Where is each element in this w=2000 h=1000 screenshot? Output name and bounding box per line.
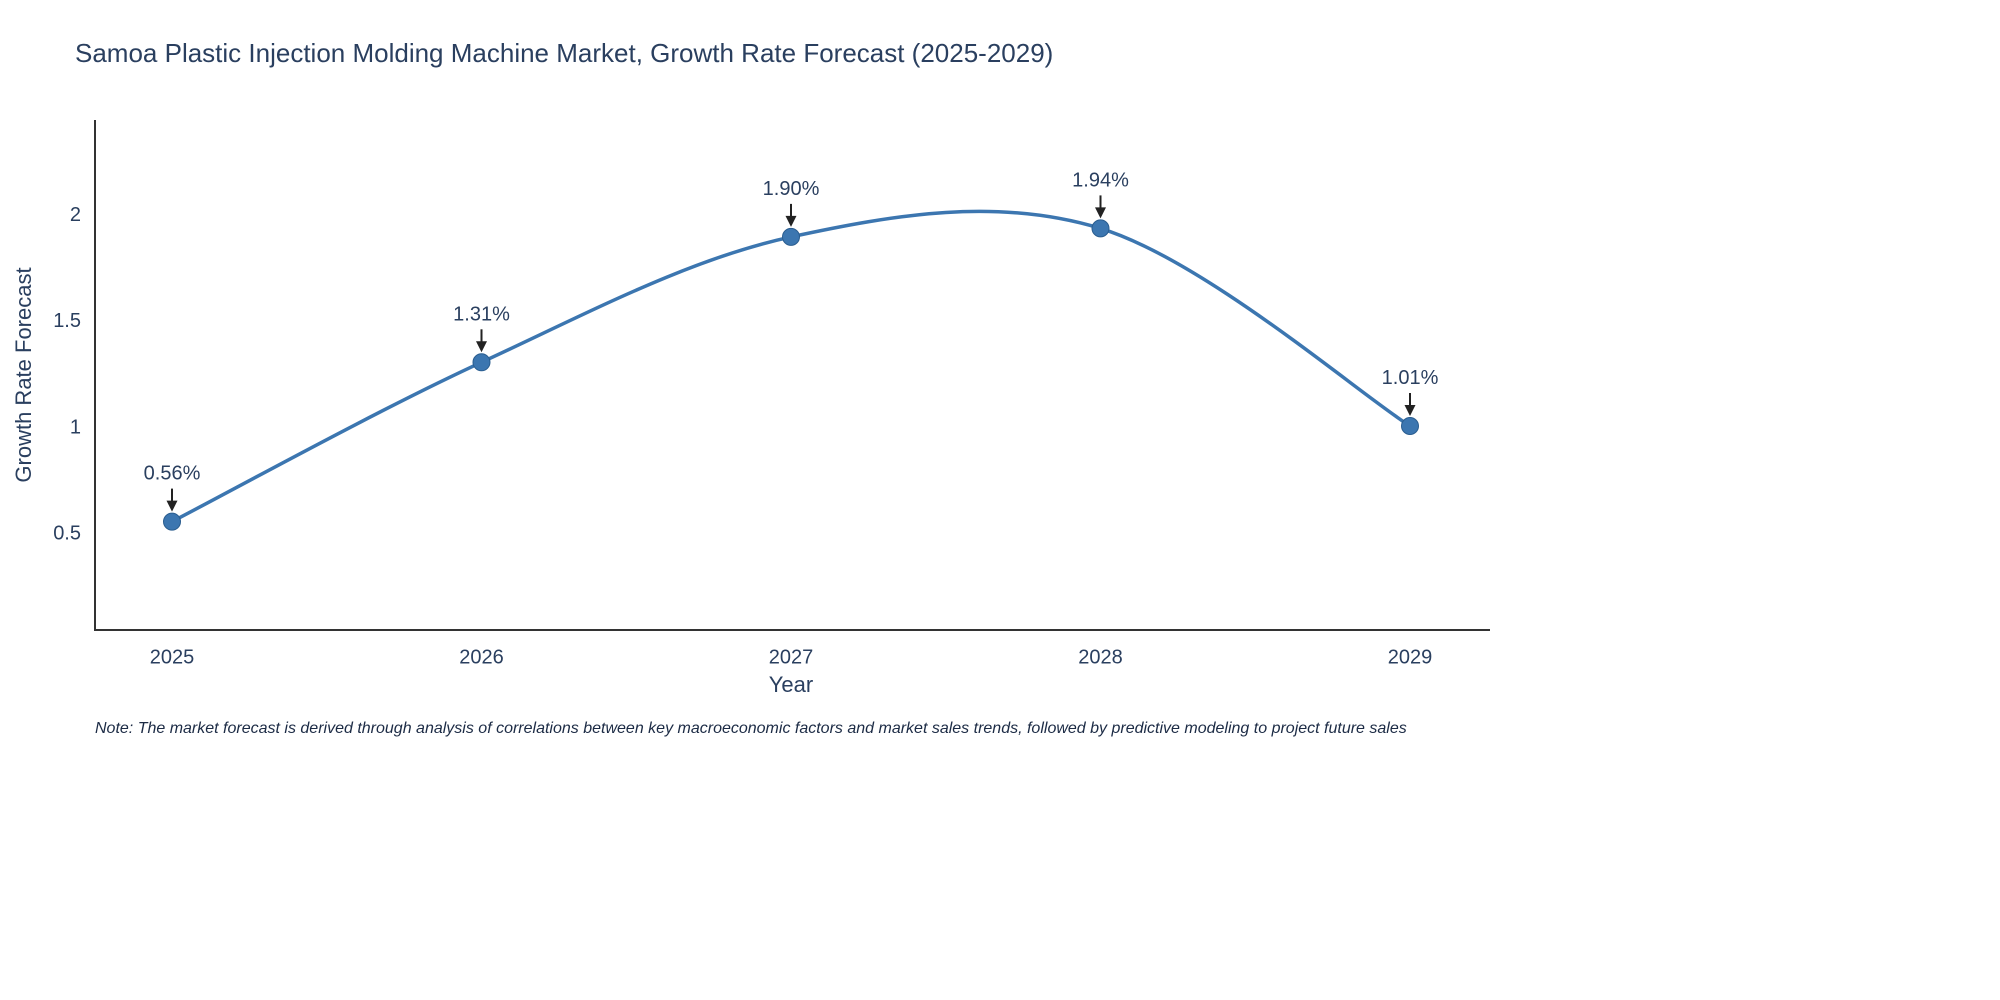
x-tick-label: 2028 <box>1078 647 1123 669</box>
x-tick-label: 2029 <box>1388 647 1433 669</box>
annotation-arrow-head <box>785 215 797 227</box>
x-tick-label: 2027 <box>769 647 814 669</box>
point-label: 0.56% <box>144 463 201 485</box>
annotation-arrow-head <box>166 500 178 512</box>
data-point-marker[interactable] <box>782 227 800 246</box>
forecast-line <box>171 209 1411 524</box>
axis-lines <box>94 120 1490 631</box>
point-label: 1.31% <box>453 303 510 325</box>
data-point-marker[interactable] <box>163 512 181 531</box>
y-tick-label: 0.5 <box>53 523 81 545</box>
data-point-marker[interactable] <box>472 353 491 372</box>
x-tick-label: 2025 <box>150 647 195 669</box>
annotation-arrow-head <box>1404 405 1416 416</box>
x-axis-title: Year <box>768 672 814 697</box>
footnote: Note: The market forecast is derived thr… <box>95 720 1407 737</box>
data-point-marker[interactable] <box>1401 417 1419 435</box>
y-tick-label: 1.5 <box>53 310 81 332</box>
y-tick-label: 2 <box>70 204 81 226</box>
point-label: 1.01% <box>1382 367 1439 389</box>
point-label: 1.94% <box>1072 169 1129 191</box>
annotation-arrow-head <box>1095 207 1106 219</box>
annotation-arrow-head <box>476 341 487 353</box>
point-label: 1.90% <box>763 178 820 200</box>
y-tick-label: 1 <box>70 416 81 438</box>
x-tick-label: 2026 <box>459 647 504 669</box>
data-point-marker[interactable] <box>1091 219 1110 238</box>
chart-title: Samoa Plastic Injection Molding Machine … <box>75 38 1054 68</box>
